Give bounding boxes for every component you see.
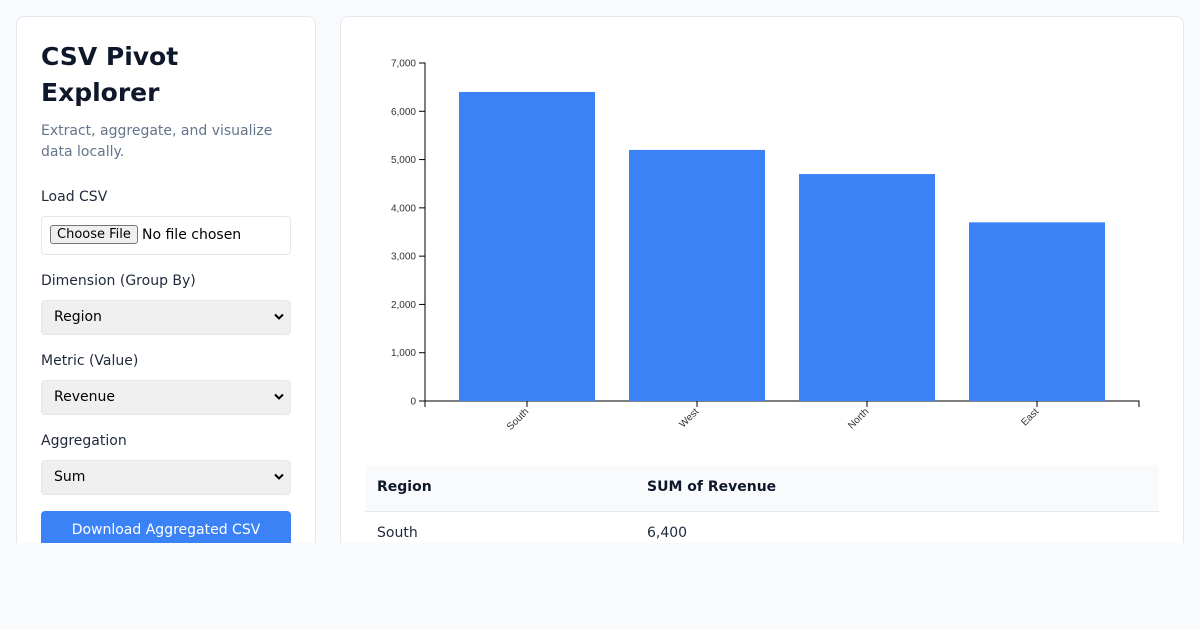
dimension-select[interactable]: Region (41, 300, 291, 335)
header-cell: Region (377, 479, 432, 495)
bar (799, 174, 935, 401)
y-tick-label: 2,000 (391, 300, 416, 311)
y-tick-label: 1,000 (391, 348, 416, 359)
y-tick-label: 4,000 (391, 203, 416, 214)
table-cell: South (377, 525, 418, 541)
viewport: CSV Pivot Explorer Extract, aggregate, a… (16, 16, 1184, 543)
bar (969, 222, 1105, 401)
sidebar: CSV Pivot Explorer Extract, aggregate, a… (16, 16, 316, 543)
x-tick-label: West (677, 406, 701, 430)
x-axis (424, 400, 1140, 407)
y-tick-label: 5,000 (391, 155, 416, 166)
bar (459, 91, 595, 401)
file-input[interactable]: Choose File No file chosen (41, 216, 291, 255)
x-tick-label: East (1019, 406, 1041, 428)
table-cell: 6,400 (647, 525, 688, 541)
table-header: Region SUM of Revenue (365, 465, 1159, 512)
dimension-label: Dimension (Group By) (41, 273, 196, 289)
load-label: Load CSV (41, 189, 108, 205)
x-tick-label: South (505, 406, 531, 432)
download-button[interactable]: Download Aggregated CSV (41, 511, 291, 543)
chart: 0 1,000 2,000 3,000 4,000 5,000 6,000 7,000 Sout… (391, 59, 1140, 433)
y-tick-label: 7,000 (391, 59, 416, 70)
chevron (274, 473, 284, 480)
y-tick-label: 0 (410, 397, 416, 408)
bar (629, 149, 765, 401)
dimension-value: Region (54, 309, 102, 325)
metric-value: Revenue (54, 389, 115, 405)
y-tick-label: 3,000 (391, 252, 416, 263)
aggregation-select[interactable]: Sum (41, 460, 291, 495)
app-title: CSV Pivot Explorer (41, 42, 179, 107)
aggregation-value: Sum (54, 469, 86, 485)
metric-select[interactable]: Revenue (41, 380, 291, 415)
y-axis (419, 62, 426, 402)
header-cell: SUM of Revenue (647, 479, 777, 495)
metric-label: Metric (Value) (41, 353, 139, 369)
y-tick-label: 6,000 (391, 107, 416, 118)
file-button[interactable]: Choose File (50, 225, 138, 244)
subtitle: Extract, aggregate, and visualize data l… (41, 123, 273, 160)
chevron (274, 313, 284, 320)
chevron (274, 393, 284, 400)
aggregation-label: Aggregation (41, 433, 127, 449)
file-status: No file chosen (142, 227, 242, 243)
x-tick-label: North (846, 406, 871, 431)
